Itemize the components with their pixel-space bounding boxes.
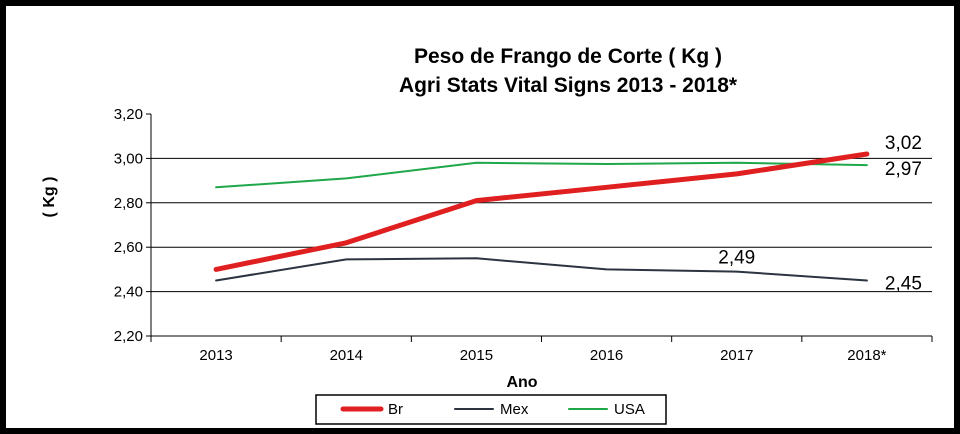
gridlines [151,157,932,293]
y-axis-title: ( Kg ) [41,177,58,218]
y-tick-labels: 2,20 2,40 2,60 2,80 3,00 3,20 [114,106,143,345]
series-line-br [213,151,870,272]
data-label: 2,49 [718,248,755,269]
x-tick-label: 2014 [330,347,363,364]
y-tick-label: 2,60 [114,239,143,256]
x-axis-title: Ano [506,374,537,391]
y-tick-label: 2,40 [114,284,143,301]
y-tick-label: 2,20 [114,328,143,345]
y-tick-label: 2,80 [114,195,143,212]
x-tick-label: 2018* [847,347,886,364]
axes [146,113,933,342]
series-line-usa [215,161,868,189]
x-tick-labels: 2013 2014 2015 2016 2017 2018* [199,347,886,364]
legend-label-mex: Mex [500,401,529,418]
legend-label-usa: USA [614,401,645,418]
y-tick-label: 3,20 [114,106,143,123]
chart-subtitle: Agri Stats Vital Signs 2013 - 2018* [399,74,738,97]
data-labels: 3,02 2,97 2,49 2,45 [718,133,922,295]
legend: Br Mex USA [315,394,667,425]
x-tick-label: 2013 [199,347,232,364]
x-tick-label: 2015 [460,347,493,364]
x-tick-label: 2016 [590,347,623,364]
data-label: 2,45 [885,274,922,295]
x-tick-label: 2017 [720,347,753,364]
chart-title: Peso de Frango de Corte ( Kg ) [414,45,722,68]
series-lines [213,151,870,282]
data-label: 3,02 [885,133,922,154]
series-line-mex [215,257,868,282]
y-tick-label: 3,00 [114,150,143,167]
data-label: 2,97 [885,159,922,180]
legend-label-br: Br [388,401,403,418]
